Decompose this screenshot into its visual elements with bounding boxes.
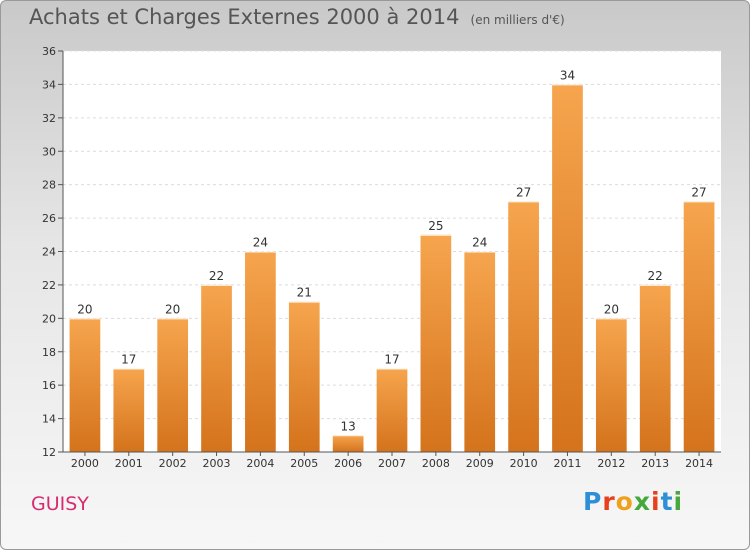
bar-value-label: 17 <box>121 352 136 366</box>
bar <box>288 301 320 452</box>
x-tick-label: 2004 <box>246 457 274 470</box>
y-tick-label: 34 <box>42 78 56 91</box>
brand-letter: i <box>651 487 661 516</box>
x-tick-label: 2000 <box>71 457 99 470</box>
bar-value-label: 21 <box>297 286 312 300</box>
bar <box>420 234 452 452</box>
bar-value-label: 24 <box>472 236 487 250</box>
y-tick-label: 16 <box>42 379 56 392</box>
bar <box>157 318 189 452</box>
bar <box>332 435 364 452</box>
bar-value-label: 34 <box>560 68 575 82</box>
x-tick-label: 2014 <box>685 457 713 470</box>
bar-value-label: 24 <box>253 236 268 250</box>
y-tick-label: 24 <box>42 246 56 259</box>
chart-title: Achats et Charges Externes 2000 à 2014 (… <box>29 5 565 29</box>
x-tick-label: 2007 <box>378 457 406 470</box>
bar <box>508 201 539 452</box>
bar-value-label: 27 <box>691 185 706 199</box>
bar-value-label: 25 <box>428 219 443 233</box>
brand-letter: x <box>633 487 651 516</box>
y-tick-label: 28 <box>42 179 56 192</box>
brand-letter: o <box>615 487 634 516</box>
bar-value-label: 27 <box>516 185 531 199</box>
x-tick-label: 2008 <box>422 457 450 470</box>
bar <box>201 284 232 452</box>
x-tick-label: 2006 <box>334 457 362 470</box>
y-tick-label: 32 <box>42 112 56 125</box>
x-tick-label: 2010 <box>510 457 538 470</box>
x-tick-label: 2001 <box>115 457 143 470</box>
brand-letter: t <box>660 487 674 516</box>
x-tick-label: 2003 <box>203 457 231 470</box>
proxiti-logo: Proxiti <box>583 487 683 516</box>
x-tick-label: 2005 <box>290 457 318 470</box>
y-tick-label: 12 <box>42 446 56 459</box>
brand-letter: P <box>583 487 603 516</box>
bar-value-label: 13 <box>340 419 355 433</box>
brand-letter: i <box>673 487 684 516</box>
y-tick-label: 22 <box>42 279 56 292</box>
bar <box>683 201 715 452</box>
y-tick-label: 26 <box>42 212 56 225</box>
x-tick-label: 2002 <box>159 457 187 470</box>
bar <box>595 318 627 452</box>
bar <box>69 318 101 452</box>
bar <box>639 284 671 452</box>
x-tick-label: 2012 <box>597 457 625 470</box>
bar-value-label: 22 <box>209 269 224 283</box>
bar <box>552 84 583 453</box>
brand-letter: r <box>602 487 616 516</box>
x-tick-label: 2011 <box>553 457 581 470</box>
bar <box>245 251 276 452</box>
chart-title-main: Achats et Charges Externes 2000 à 2014 <box>29 5 460 29</box>
y-tick-label: 30 <box>42 145 56 158</box>
bar-value-label: 20 <box>77 302 92 316</box>
y-tick-label: 18 <box>42 346 56 359</box>
commune-name: GUISY <box>31 493 89 515</box>
bar-value-label: 22 <box>648 269 663 283</box>
y-tick-label: 36 <box>42 45 56 58</box>
bar-value-label: 17 <box>384 352 399 366</box>
x-tick-label: 2013 <box>641 457 669 470</box>
bar <box>376 368 408 452</box>
y-tick-label: 20 <box>42 312 56 325</box>
bar <box>113 368 145 452</box>
chart-title-unit: (en milliers d'€) <box>470 13 565 27</box>
bar <box>464 251 496 452</box>
x-tick-label: 2009 <box>466 457 494 470</box>
y-tick-label: 14 <box>42 413 56 426</box>
bar-value-label: 20 <box>165 302 180 316</box>
bar-value-label: 20 <box>604 302 619 316</box>
